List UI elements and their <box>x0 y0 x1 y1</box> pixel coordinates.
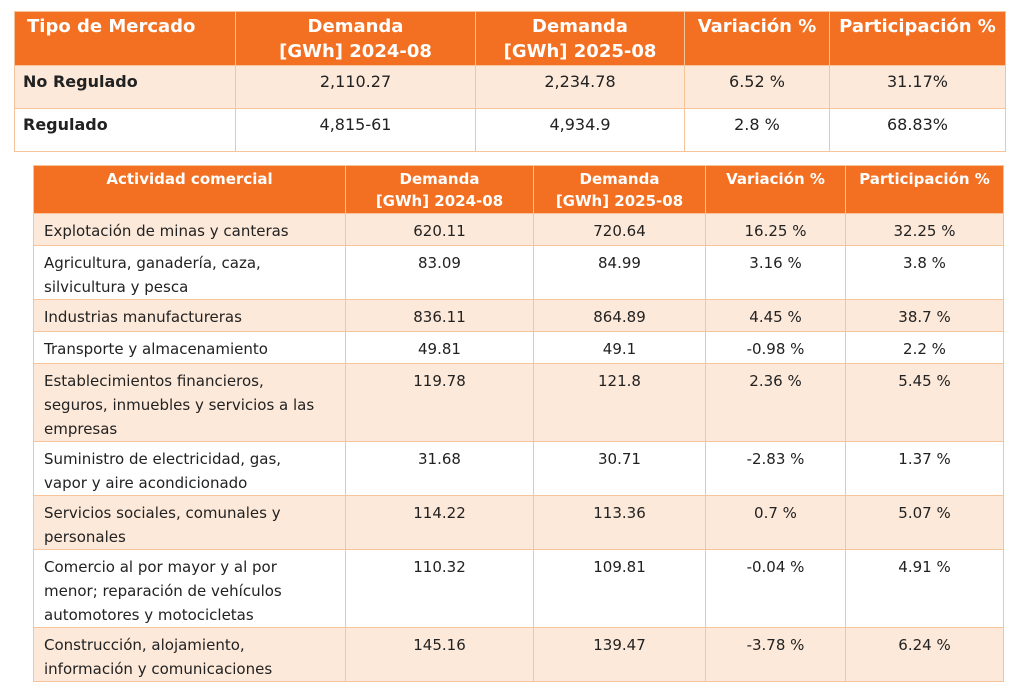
commercial-activity-table: Actividad comercial Demanda [GWh] 2024-08… <box>33 165 1004 682</box>
demand-2025-cell: 109.81 <box>533 549 706 628</box>
demand-2024-cell: 4,815-61 <box>235 108 476 152</box>
demand-2025-cell: 2,234.78 <box>475 65 685 109</box>
market-type-cell: No Regulado <box>14 65 236 109</box>
activity-label-cell: Construcción, alojamiento, información y … <box>33 627 346 682</box>
table-row: Suministro de electricidad, gas, vapor y … <box>33 441 1004 496</box>
variation-cell: -2.83 % <box>705 441 846 496</box>
variation-cell: 4.45 % <box>705 299 846 332</box>
activity-table-header-row: Actividad comercial Demanda [GWh] 2024-08… <box>33 165 1004 214</box>
activity-label-line: Establecimientos financieros, <box>44 372 264 390</box>
demand-2024-cell: 110.32 <box>345 549 534 628</box>
demand-2025-cell: 84.99 <box>533 245 706 300</box>
table-row: Servicios sociales, comunales y personale… <box>33 495 1004 550</box>
header-demand-2025: Demanda [GWh] 2025-08 <box>475 11 685 66</box>
demand-2024-cell: 83.09 <box>345 245 534 300</box>
activity-label-line: menor; reparación de vehículos <box>44 582 282 600</box>
demand-2025-cell: 864.89 <box>533 299 706 332</box>
demand-2024-cell: 119.78 <box>345 363 534 442</box>
participation-cell: 32.25 % <box>845 213 1004 246</box>
demand-2025-cell: 49.1 <box>533 331 706 364</box>
activity-label-cell: Agricultura, ganadería, caza, silvicultur… <box>33 245 346 300</box>
table-row: Industrias manufactureras 836.11 864.89 4.4… <box>33 299 1004 332</box>
participation-cell: 1.37 % <box>845 441 1004 496</box>
activity-label-line: silvicultura y pesca <box>44 278 189 296</box>
header-demand-2025: Demanda [GWh] 2025-08 <box>533 165 706 214</box>
participation-cell: 5.07 % <box>845 495 1004 550</box>
demand-2024-cell: 2,110.27 <box>235 65 476 109</box>
variation-cell: 6.52 % <box>684 65 830 109</box>
participation-cell: 6.24 % <box>845 627 1004 682</box>
activity-label-line: empresas <box>44 420 118 438</box>
demand-2025-cell: 121.8 <box>533 363 706 442</box>
header-commercial-activity: Actividad comercial <box>33 165 346 214</box>
demand-2024-cell: 145.16 <box>345 627 534 682</box>
variation-cell: -0.04 % <box>705 549 846 628</box>
variation-cell: 3.16 % <box>705 245 846 300</box>
variation-cell: 16.25 % <box>705 213 846 246</box>
participation-cell: 3.8 % <box>845 245 1004 300</box>
table-row: Comercio al por mayor y al por menor; rep… <box>33 549 1004 628</box>
header-demand-2024: Demanda [GWh] 2024-08 <box>235 11 476 66</box>
participation-cell: 31.17% <box>829 65 1006 109</box>
demand-2024-cell: 836.11 <box>345 299 534 332</box>
demand-2025-cell: 30.71 <box>533 441 706 496</box>
activity-label-line: Industrias manufactureras <box>44 308 242 326</box>
activity-label-cell: Comercio al por mayor y al por menor; rep… <box>33 549 346 628</box>
activity-label-line: Explotación de minas y canteras <box>44 222 289 240</box>
table-row: No Regulado 2,110.27 2,234.78 6.52 % 31.… <box>14 65 1006 109</box>
table-row: Regulado 4,815-61 4,934.9 2.8 % 68.83% <box>14 108 1006 152</box>
activity-label-line: Comercio al por mayor y al por <box>44 558 277 576</box>
header-demand-2024: Demanda [GWh] 2024-08 <box>345 165 534 214</box>
activity-label-cell: Transporte y almacenamiento <box>33 331 346 364</box>
variation-cell: -0.98 % <box>705 331 846 364</box>
participation-cell: 5.45 % <box>845 363 1004 442</box>
demand-2025-cell: 720.64 <box>533 213 706 246</box>
activity-label-line: información y comunicaciones <box>44 660 273 678</box>
table-row: Transporte y almacenamiento 49.81 49.1 -0.9… <box>33 331 1004 364</box>
header-participation: Participación % <box>829 11 1006 66</box>
table-row: Construcción, alojamiento, información y … <box>33 627 1004 682</box>
variation-cell: 2.36 % <box>705 363 846 442</box>
demand-2025-cell: 4,934.9 <box>475 108 685 152</box>
market-type-table: Tipo de Mercado Demanda [GWh] 2024-08 Dem… <box>14 11 1006 152</box>
table-row: Explotación de minas y canteras 620.11 720… <box>33 213 1004 246</box>
activity-label-line: Construcción, alojamiento, <box>44 636 245 654</box>
activity-label-cell: Establecimientos financieros, seguros, in… <box>33 363 346 442</box>
table-row: Agricultura, ganadería, caza, silvicultur… <box>33 245 1004 300</box>
participation-cell: 4.91 % <box>845 549 1004 628</box>
participation-cell: 38.7 % <box>845 299 1004 332</box>
table-row: Establecimientos financieros, seguros, in… <box>33 363 1004 442</box>
activity-label-line: personales <box>44 528 126 546</box>
activity-label-cell: Servicios sociales, comunales y personale… <box>33 495 346 550</box>
activity-label-line: Agricultura, ganadería, caza, <box>44 254 261 272</box>
activity-label-cell: Explotación de minas y canteras <box>33 213 346 246</box>
activity-table-body: Explotación de minas y canteras 620.11 720… <box>33 213 1004 682</box>
variation-cell: 2.8 % <box>684 108 830 152</box>
variation-cell: -3.78 % <box>705 627 846 682</box>
activity-label-line: Suministro de electricidad, gas, <box>44 450 282 468</box>
activity-label-line: vapor y aire acondicionado <box>44 474 248 492</box>
participation-cell: 68.83% <box>829 108 1006 152</box>
demand-2024-cell: 31.68 <box>345 441 534 496</box>
demand-2024-cell: 620.11 <box>345 213 534 246</box>
activity-label-line: Transporte y almacenamiento <box>44 340 268 358</box>
demand-2024-cell: 49.81 <box>345 331 534 364</box>
demand-2025-cell: 113.36 <box>533 495 706 550</box>
market-type-cell: Regulado <box>14 108 236 152</box>
activity-label-line: automotores y motocicletas <box>44 606 254 624</box>
activity-label-cell: Industrias manufactureras <box>33 299 346 332</box>
market-table-header-row: Tipo de Mercado Demanda [GWh] 2024-08 Dem… <box>14 11 1006 66</box>
demand-2024-cell: 114.22 <box>345 495 534 550</box>
variation-cell: 0.7 % <box>705 495 846 550</box>
participation-cell: 2.2 % <box>845 331 1004 364</box>
header-variation: Variación % <box>684 11 830 66</box>
demand-2025-cell: 139.47 <box>533 627 706 682</box>
activity-label-line: Servicios sociales, comunales y <box>44 504 281 522</box>
header-variation: Variación % <box>705 165 846 214</box>
activity-label-cell: Suministro de electricidad, gas, vapor y … <box>33 441 346 496</box>
header-market-type: Tipo de Mercado <box>14 11 236 66</box>
activity-label-line: seguros, inmuebles y servicios a las <box>44 396 315 414</box>
header-participation: Participación % <box>845 165 1004 214</box>
